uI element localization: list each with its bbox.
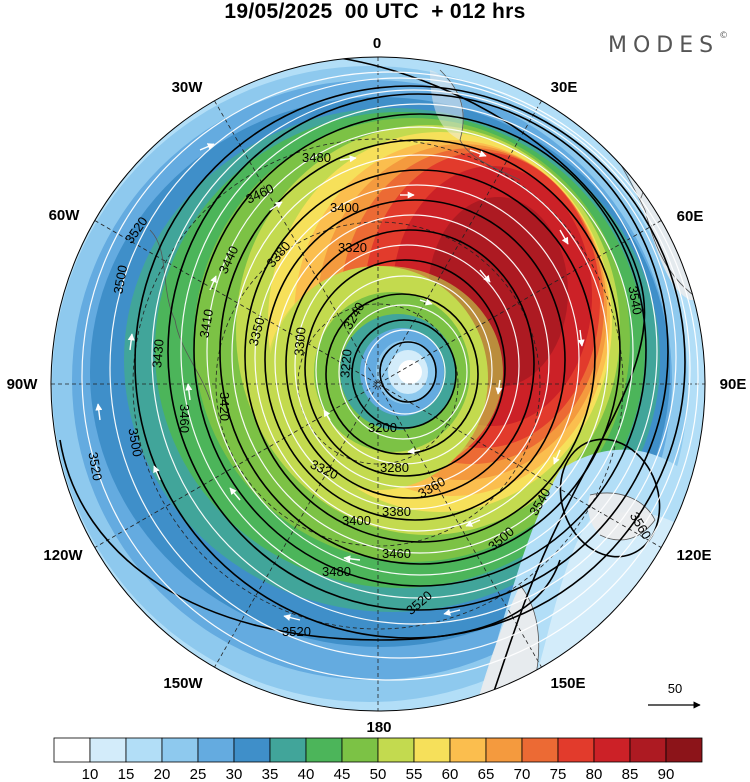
colorbar-tick-label: 20 — [154, 766, 171, 782]
brand-logo: MODES© — [608, 31, 729, 58]
contour-label: 3460 — [177, 404, 192, 433]
colorbar-tick-label: 40 — [298, 766, 315, 782]
streamline-arrows — [95, 143, 621, 629]
lon-label-90w: 90W — [7, 376, 39, 393]
colorbar-tick-label: 15 — [118, 766, 135, 782]
colorbar-swatch — [125, 737, 163, 763]
contour-label: 3400 — [330, 200, 359, 215]
colorbar-swatch — [413, 737, 451, 763]
copyright-mark: © — [719, 31, 729, 41]
contour-label: 3500 — [110, 264, 130, 295]
lon-label-30w: 30W — [172, 79, 204, 96]
contour-label: 3520 — [282, 624, 311, 639]
colorbar-swatch — [161, 737, 199, 763]
contour-label: 3420 — [217, 392, 232, 421]
brand-name: MODES — [608, 33, 720, 58]
contour-label: 3520 — [85, 451, 105, 482]
lon-label-90e: 90E — [720, 376, 747, 393]
map-title: 19/05/2025 00 UTC + 012 hrs — [224, 0, 526, 23]
lon-label-120e: 120E — [676, 547, 711, 564]
contour-label: 3400 — [342, 513, 371, 528]
contour-label: 3430 — [149, 338, 166, 368]
lon-label-30e: 30E — [551, 79, 578, 96]
colorbar-swatch — [593, 737, 631, 763]
contour-label: 3460 — [382, 546, 411, 561]
reference-vector-label: 50 — [668, 681, 682, 696]
colorbar-tick-label: 80 — [586, 766, 603, 782]
lon-label-60w: 60W — [49, 207, 81, 224]
colorbar-tick-label: 25 — [190, 766, 207, 782]
contour-label: 3320 — [338, 240, 367, 255]
lon-label-120w: 120W — [43, 547, 83, 564]
colorbar-swatch — [557, 737, 595, 763]
contour-label: 3380 — [382, 504, 411, 519]
colorbar-swatch — [665, 737, 703, 763]
colorbar-tick-label: 55 — [406, 766, 423, 782]
colorbar-swatch — [629, 737, 667, 763]
lon-label-150e: 150E — [550, 675, 585, 692]
contour-label: 3500 — [125, 427, 145, 458]
contour-label: 3480 — [322, 564, 351, 579]
colorbar-swatch — [269, 737, 307, 763]
colorbar-tick-label: 10 — [82, 766, 99, 782]
colorbar-tick-label: 35 — [262, 766, 279, 782]
colorbar-tick-label: 30 — [226, 766, 243, 782]
colorbar-swatch — [305, 737, 343, 763]
colorbar-tick-label: 60 — [442, 766, 459, 782]
colorbar-tick-label: 50 — [370, 766, 387, 782]
contour-label: 3540 — [625, 285, 645, 316]
colorbar-tick-label: 70 — [514, 766, 531, 782]
contour-label: 3350 — [246, 316, 268, 348]
colorbar-swatch — [341, 737, 379, 763]
contour-label: 3200 — [368, 420, 397, 435]
wind-speed-shading — [51, 57, 705, 711]
contour-label: 3480 — [302, 150, 331, 165]
reference-vector: 50 — [648, 681, 701, 709]
colorbar-swatch — [377, 737, 415, 763]
longitude-labels: 0 30E 60E 90E 120E 150E 180 150W 120W 90… — [7, 35, 747, 736]
colorbar-tick-label: 90 — [658, 766, 675, 782]
colorbar-swatch — [449, 737, 487, 763]
colorbar-tick-label: 75 — [550, 766, 567, 782]
wind-streamlines — [81, 71, 699, 681]
colorbar-swatch — [233, 737, 271, 763]
colorbar-swatch — [197, 737, 235, 763]
colorbar-swatch — [485, 737, 523, 763]
colorbar-swatch — [89, 737, 127, 763]
colorbar-tick-label: 65 — [478, 766, 495, 782]
colorbar-tick-label: 45 — [334, 766, 351, 782]
contour-label: 3280 — [380, 460, 409, 475]
colorbar: 10 15 20 25 30 35 40 45 50 55 60 65 70 75 80 85 90 — [53, 737, 703, 782]
map-boundary — [50, 56, 706, 712]
colorbar-swatch — [53, 737, 91, 763]
lon-label-60e: 60E — [677, 208, 704, 225]
colorbar-swatch — [521, 737, 559, 763]
contour-label: 3220 — [337, 348, 354, 378]
lon-label-180: 180 — [366, 719, 391, 736]
lon-label-0: 0 — [373, 35, 381, 52]
colorbar-tick-label: 85 — [622, 766, 639, 782]
graticule — [51, 57, 705, 711]
contour-label: 3300 — [291, 326, 308, 356]
contour-label: 3410 — [196, 308, 216, 339]
lon-label-150w: 150W — [163, 675, 203, 692]
